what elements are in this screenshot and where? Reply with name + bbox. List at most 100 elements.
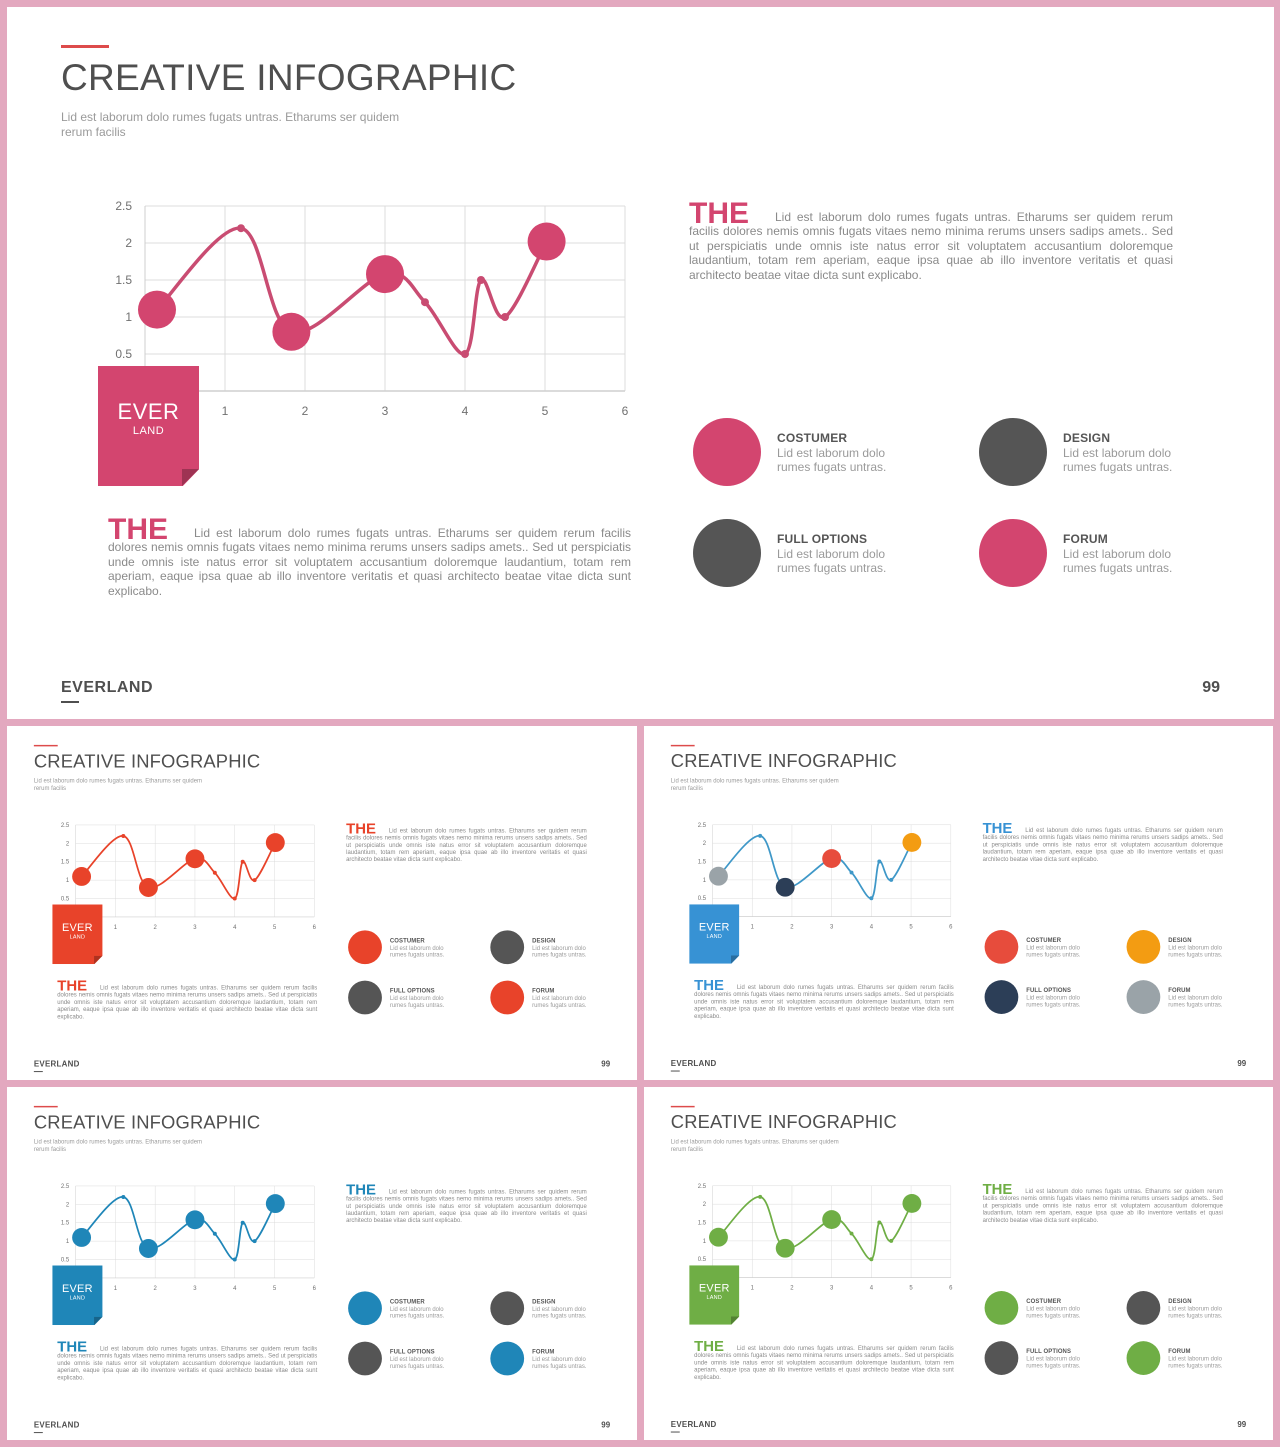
legend-description: Lid est laborum dolo rumes fugats untras… [389, 994, 445, 1009]
y-tick-label: 0.5 [115, 347, 132, 361]
legend-title: COSTUMER [777, 431, 848, 445]
badge-sub-text: LAND [706, 1294, 723, 1301]
left-block-text: Lid est laborum dolo rumes fugats untras… [694, 1344, 954, 1381]
left-text-block: THE Lid est laborum dolo rumes fugats unt… [57, 1339, 317, 1381]
y-tick-label: 1 [125, 310, 132, 324]
y-tick-label: 0.5 [698, 896, 707, 902]
legend-dot [490, 1291, 525, 1326]
data-point-large [822, 1210, 842, 1230]
footer-brand: EVERLAND [33, 1060, 80, 1069]
legend-item-full-options: FULL OPTIONS Lid est laborum dolo rumes … [984, 980, 1129, 1015]
x-tick-label: 5 [542, 404, 549, 418]
x-tick-label: 4 [233, 1286, 237, 1292]
x-tick-label: 3 [830, 1286, 834, 1292]
footer-underline [670, 1070, 680, 1072]
title-accent-bar [33, 744, 58, 747]
badge-main-text: EVER [698, 920, 730, 934]
x-tick-label: 6 [313, 925, 317, 931]
slide-subtitle: Lid est laborum dolo rumes fugats untras… [33, 777, 203, 792]
legend-description: Lid est laborum dolo rumes fugats untras… [532, 1355, 587, 1370]
x-tick-label: 4 [233, 925, 237, 931]
everland-badge: EVER LAND [98, 366, 199, 486]
slide-content: CREATIVE INFOGRAPHIC Lid est laborum dol… [7, 1087, 637, 1440]
everland-badge: EVER LAND [52, 1265, 103, 1326]
badge-fold-corner [94, 1316, 103, 1326]
series-line [80, 835, 277, 900]
y-tick-label: 2 [66, 841, 70, 847]
x-tick-label: 2 [154, 925, 158, 931]
legend-description: Lid est laborum dolo rumes fugats untras… [777, 446, 887, 474]
legend-item-full-options: FULL OPTIONS Lid est laborum dolo rumes … [984, 1341, 1129, 1376]
everland-badge: EVER LAND [689, 1265, 740, 1325]
data-point-large [272, 312, 311, 351]
legend-description: Lid est laborum dolo rumes fugats untras… [1063, 547, 1173, 575]
slide-subtitle: Lid est laborum dolo rumes fugats untras… [670, 1138, 839, 1153]
badge-sub-text: LAND [706, 933, 723, 940]
data-point-small [237, 224, 245, 233]
data-point-large [185, 849, 205, 869]
y-tick-label: 2 [66, 1202, 70, 1208]
badge-sub-text: LAND [69, 1294, 86, 1301]
slide-3: CREATIVE INFOGRAPHIC Lid est laborum dol… [644, 726, 1273, 1080]
slide-title: CREATIVE INFOGRAPHIC [670, 1111, 897, 1133]
footer-brand: EVERLAND [33, 1421, 80, 1430]
data-point-small [869, 1257, 874, 1262]
left-text-block: THE Lid est laborum dolo rumes fugats unt… [57, 978, 318, 1020]
legend-description: Lid est laborum dolo rumes fugats untras… [389, 1305, 445, 1320]
legend-item-costumer: COSTUMER Lid est laborum dolo rumes fuga… [348, 1291, 492, 1326]
left-block-heading: THE [57, 977, 88, 995]
legend-dot [1126, 1341, 1161, 1375]
right-block-heading: THE [982, 820, 1013, 837]
data-point-large [72, 867, 92, 886]
legend-item-full-options: FULL OPTIONS Lid est laborum dolo rumes … [348, 1341, 492, 1377]
data-point-small [849, 870, 854, 875]
y-tick-label: 2.5 [61, 823, 70, 829]
legend-description: Lid est laborum dolo rumes fugats untras… [532, 994, 587, 1009]
x-tick-label: 4 [870, 925, 874, 931]
title-accent-bar [61, 45, 109, 48]
legend-dot [984, 930, 1019, 964]
data-point-large [709, 866, 728, 886]
footer-underline [61, 701, 79, 703]
left-block-text: Lid est laborum dolo rumes fugats untras… [694, 983, 954, 1020]
slide-content: CREATIVE INFOGRAPHIC Lid est laborum dol… [644, 726, 1273, 1079]
legend-description: Lid est laborum dolo rumes fugats untras… [1063, 446, 1173, 474]
legend-description: Lid est laborum dolo rumes fugats untras… [1026, 994, 1081, 1008]
legend-dot [1126, 930, 1161, 964]
data-point-small [252, 1239, 257, 1244]
left-block-text: Lid est laborum dolo rumes fugats untras… [108, 526, 631, 598]
footer-underline [670, 1431, 680, 1433]
y-tick-label: 2 [125, 236, 132, 250]
everland-badge: EVER LAND [689, 904, 740, 964]
legend-title: FULL OPTIONS [1026, 986, 1072, 994]
x-tick-label: 2 [154, 1286, 158, 1292]
legend-item-design: DESIGN Lid est laborum dolo rumes fugats… [490, 1291, 634, 1326]
right-text-block: THE Lid est laborum dolo rumes fugats unt… [346, 821, 587, 862]
left-block-text: Lid est laborum dolo rumes fugats untras… [57, 984, 318, 1020]
data-point-large [709, 1227, 728, 1247]
y-tick-label: 0.5 [61, 1258, 70, 1264]
badge-sub-text: LAND [132, 425, 165, 437]
data-point-small [501, 313, 509, 321]
legend-description: Lid est laborum dolo rumes fugats untras… [1026, 1304, 1081, 1319]
data-point-small [889, 1238, 894, 1243]
x-tick-label: 3 [193, 1286, 197, 1292]
data-point-small [877, 1220, 882, 1225]
left-text-block: THE Lid est laborum dolo rumes fugats unt… [694, 1339, 954, 1381]
left-text-block: THE Lid est laborum dolo rumes fugats unt… [694, 978, 954, 1020]
everland-badge: EVER LAND [52, 904, 103, 965]
page-number: 99 [1237, 1420, 1247, 1430]
x-tick-label: 2 [302, 404, 309, 418]
right-block-text: Lid est laborum dolo rumes fugats untras… [982, 826, 1223, 863]
y-tick-label: 2.5 [61, 1184, 70, 1190]
y-tick-label: 0.5 [698, 1257, 707, 1263]
right-block-text: Lid est laborum dolo rumes fugats untras… [346, 1187, 587, 1224]
x-tick-label: 5 [273, 925, 277, 931]
legend-item-design: DESIGN Lid est laborum dolo rumes fugats… [979, 418, 1269, 488]
slide-content: CREATIVE INFOGRAPHIC Lid est laborum dol… [7, 726, 637, 1080]
legend-description: Lid est laborum dolo rumes fugats untras… [389, 1355, 445, 1370]
footer-brand: EVERLAND [670, 1420, 717, 1430]
right-text-block: THE Lid est laborum dolo rumes fugats unt… [689, 199, 1173, 282]
slide-title: CREATIVE INFOGRAPHIC [670, 750, 897, 772]
right-text-block: THE Lid est laborum dolo rumes fugats unt… [983, 1182, 1223, 1223]
